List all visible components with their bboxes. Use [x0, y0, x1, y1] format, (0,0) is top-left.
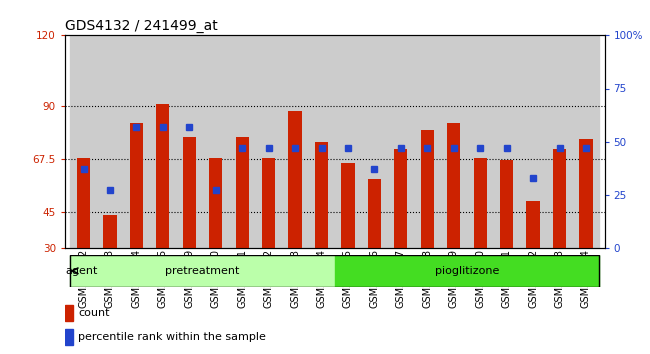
Bar: [500, 160, 514, 248]
Text: count: count: [78, 308, 109, 318]
Bar: [520, 35, 546, 248]
Bar: [308, 255, 335, 287]
Bar: [467, 35, 493, 248]
Bar: [103, 215, 116, 248]
Bar: [70, 35, 97, 248]
Text: percentile rank within the sample: percentile rank within the sample: [78, 332, 266, 342]
Bar: [579, 139, 593, 248]
Bar: [203, 255, 229, 287]
Bar: [387, 255, 414, 287]
Bar: [315, 142, 328, 248]
Bar: [335, 255, 361, 287]
Bar: [493, 255, 520, 287]
Bar: [546, 35, 573, 248]
Bar: [203, 35, 229, 248]
Bar: [183, 137, 196, 248]
Bar: [97, 35, 124, 248]
Bar: [150, 255, 176, 287]
Bar: [289, 111, 302, 248]
Bar: [229, 35, 255, 248]
Bar: [441, 35, 467, 248]
Bar: [395, 149, 408, 248]
Bar: [65, 305, 73, 321]
Bar: [546, 255, 573, 287]
Bar: [176, 35, 203, 248]
Bar: [255, 35, 282, 248]
Text: pioglitizone: pioglitizone: [435, 266, 499, 276]
Bar: [520, 255, 546, 287]
Bar: [361, 35, 387, 248]
Bar: [209, 158, 222, 248]
Bar: [156, 104, 170, 248]
Bar: [361, 255, 387, 287]
Text: pretreatment: pretreatment: [165, 266, 240, 276]
Bar: [441, 255, 467, 287]
Bar: [176, 255, 203, 287]
Bar: [414, 255, 441, 287]
Bar: [447, 123, 460, 248]
Bar: [341, 163, 355, 248]
Bar: [77, 158, 90, 248]
Bar: [573, 35, 599, 248]
Text: GDS4132 / 241499_at: GDS4132 / 241499_at: [65, 19, 218, 33]
Bar: [573, 255, 599, 287]
Bar: [282, 35, 308, 248]
Bar: [493, 35, 520, 248]
Bar: [229, 255, 255, 287]
Bar: [467, 255, 493, 287]
Bar: [526, 201, 539, 248]
Bar: [124, 35, 150, 248]
Bar: [124, 255, 150, 287]
Bar: [65, 329, 73, 345]
Bar: [70, 255, 335, 287]
Bar: [150, 35, 176, 248]
Bar: [335, 255, 599, 287]
Bar: [414, 35, 441, 248]
Bar: [97, 255, 124, 287]
Text: agent: agent: [66, 266, 98, 276]
Bar: [282, 255, 308, 287]
Bar: [387, 35, 414, 248]
Bar: [553, 149, 566, 248]
Bar: [474, 158, 487, 248]
Bar: [262, 158, 275, 248]
Bar: [235, 137, 249, 248]
Bar: [368, 179, 381, 248]
Bar: [335, 35, 361, 248]
Bar: [70, 255, 97, 287]
Bar: [255, 255, 282, 287]
Bar: [130, 123, 143, 248]
Bar: [421, 130, 434, 248]
Bar: [308, 35, 335, 248]
